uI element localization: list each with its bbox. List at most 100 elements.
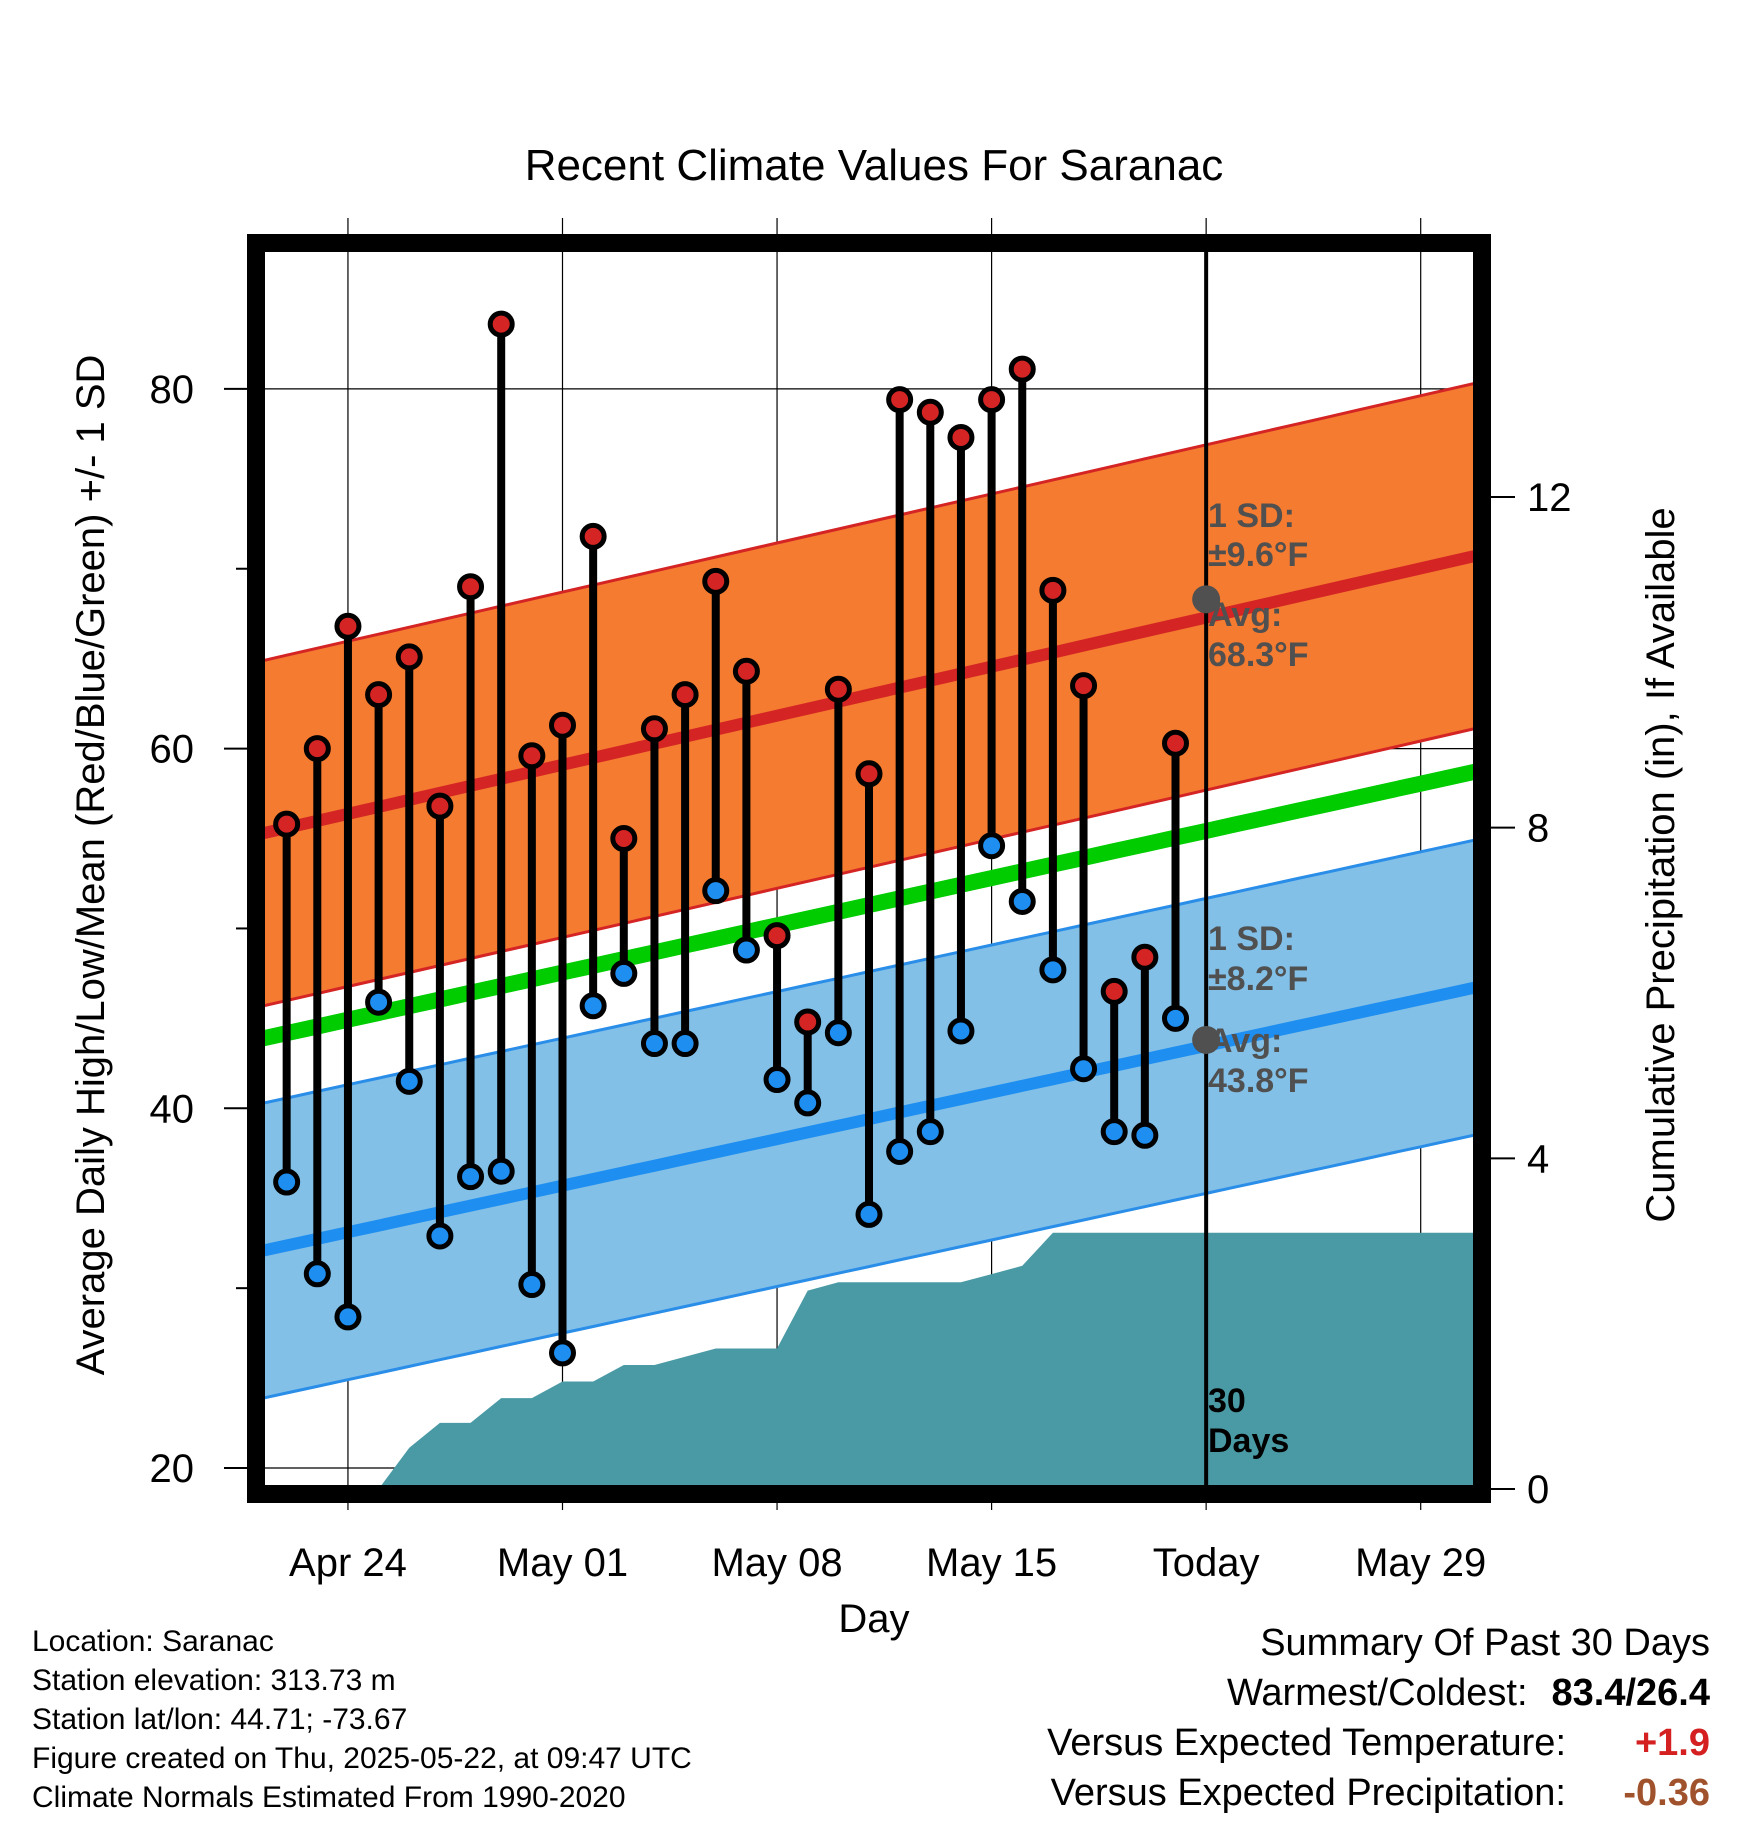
daily-high-point: [947, 423, 975, 451]
daily-observations: [273, 310, 1189, 1367]
summary-precip: Versus Expected Precipitation: -0.36: [1047, 1768, 1710, 1818]
y2-tick-label: 4: [1527, 1137, 1549, 1181]
precip-label: Versus Expected Precipitation:: [1050, 1772, 1566, 1814]
daily-low-point: [487, 1157, 515, 1185]
daily-low-point: [579, 992, 607, 1020]
daily-high-point: [702, 567, 730, 595]
daily-low-point: [610, 959, 638, 987]
summary-heading: Summary Of Past 30 Days: [1260, 1622, 1710, 1664]
daily-high-point: [395, 643, 423, 671]
low-sd-value: ±8.2°F: [1208, 960, 1308, 998]
temp-value: +1.9: [1634, 1722, 1710, 1764]
daily-low-point: [1100, 1118, 1128, 1146]
daily-high-point: [1100, 977, 1128, 1005]
y2-tick-label: 8: [1527, 807, 1549, 851]
daily-low-point: [886, 1137, 914, 1165]
low-avg-label: Avg:: [1208, 1022, 1282, 1060]
daily-low-point: [303, 1260, 331, 1288]
daily-high-point: [732, 657, 760, 685]
daily-low-point: [365, 988, 393, 1016]
daily-high-point: [1131, 943, 1159, 971]
daily-low-point: [978, 832, 1006, 860]
daily-high-point: [457, 573, 485, 601]
y2-axis-label: Cumulative Precipitation (in), If Availa…: [1639, 507, 1683, 1222]
high-avg-label: Avg:: [1208, 596, 1282, 634]
y-tick-label: 40: [150, 1087, 195, 1131]
daily-high-point: [273, 810, 301, 838]
daily-low-point: [640, 1030, 668, 1058]
period-number-label: 30: [1208, 1382, 1246, 1420]
low-sd-label: 1 SD:: [1208, 920, 1295, 958]
period-unit-label: Days: [1208, 1422, 1289, 1460]
daily-high-point: [426, 792, 454, 820]
high-sd-label: 1 SD:: [1208, 497, 1295, 535]
y2-tick-label: 12: [1527, 476, 1572, 520]
daily-high-point: [763, 922, 791, 950]
daily-high-point: [1039, 576, 1067, 604]
daily-high-point: [1070, 672, 1098, 700]
today-high-avg-marker: [1192, 585, 1221, 614]
daily-low-point: [671, 1030, 699, 1058]
daily-high-point: [579, 522, 607, 550]
x-tick-label: May 29: [1355, 1541, 1486, 1585]
daily-low-point: [794, 1089, 822, 1117]
y-axis-label: Average Daily High/Low/Mean (Red/Blue/Gr…: [69, 355, 113, 1376]
daily-high-point: [1008, 355, 1036, 383]
temp-label: Versus Expected Temperature:: [1047, 1722, 1566, 1764]
high-normal-line: [256, 548, 1482, 841]
daily-high-point: [1162, 729, 1189, 757]
plot-frame: [247, 234, 1491, 1503]
daily-low-point: [1039, 956, 1067, 984]
x-tick-label: Today: [1153, 1541, 1260, 1585]
daily-high-point: [978, 386, 1006, 414]
x-tick-label: May 08: [711, 1541, 842, 1585]
daily-high-point: [640, 715, 668, 743]
daily-high-point: [916, 398, 944, 426]
summary-temp: Versus Expected Temperature: +1.9: [1047, 1718, 1710, 1768]
daily-high-point: [487, 310, 515, 338]
high-avg-value: 68.3°F: [1208, 636, 1309, 674]
daily-low-point: [518, 1271, 546, 1299]
warm-cold-value: 83.4/26.4: [1551, 1672, 1710, 1714]
daily-low-point: [702, 877, 730, 905]
daily-low-point: [947, 1017, 975, 1045]
daily-low-point: [1131, 1121, 1159, 1149]
daily-high-point: [886, 386, 914, 414]
daily-low-point: [1008, 887, 1036, 915]
x-tick-label: May 01: [497, 1541, 628, 1585]
y-tick-label: 60: [150, 728, 195, 772]
summary-warm-cold: Warmest/Coldest: 83.4/26.4: [1047, 1668, 1710, 1718]
daily-high-point: [824, 675, 852, 703]
daily-low-point: [334, 1303, 362, 1331]
y-tick-label: 20: [150, 1447, 195, 1491]
daily-high-point: [549, 711, 576, 739]
x-tick-label: Apr 24: [289, 1541, 407, 1585]
chart-title: Recent Climate Values For Saranac: [525, 141, 1224, 190]
elevation-text: Station elevation: 313.73 m: [32, 1664, 396, 1697]
created-text: Figure created on Thu, 2025-05-22, at 09…: [32, 1742, 692, 1775]
daily-low-point: [855, 1200, 883, 1228]
location-text: Location: Saranac: [32, 1625, 274, 1658]
y2-tick-label: 0: [1527, 1468, 1549, 1512]
daily-low-point: [1162, 1004, 1189, 1032]
normals-text: Climate Normals Estimated From 1990-2020: [32, 1781, 626, 1814]
daily-low-point: [549, 1339, 576, 1367]
daily-low-point: [457, 1163, 485, 1191]
daily-high-point: [671, 681, 699, 709]
daily-high-point: [365, 681, 393, 709]
latlon-text: Station lat/lon: 44.71; -73.67: [32, 1703, 408, 1736]
daily-low-point: [763, 1066, 791, 1094]
x-axis-label: Day: [838, 1597, 909, 1641]
daily-low-point: [273, 1168, 301, 1196]
summary-panel: Summary Of Past 30 Days Warmest/Coldest:…: [1047, 1618, 1710, 1818]
station-info: Location: Saranac Station elevation: 313…: [32, 1622, 692, 1817]
y-tick-label: 80: [150, 368, 195, 412]
daily-low-point: [732, 936, 760, 964]
daily-low-point: [824, 1019, 852, 1047]
today-low-avg-marker: [1192, 1025, 1221, 1054]
x-tick-label: May 15: [926, 1541, 1057, 1585]
daily-low-point: [916, 1118, 944, 1146]
daily-high-point: [855, 760, 883, 788]
daily-high-point: [610, 825, 638, 853]
